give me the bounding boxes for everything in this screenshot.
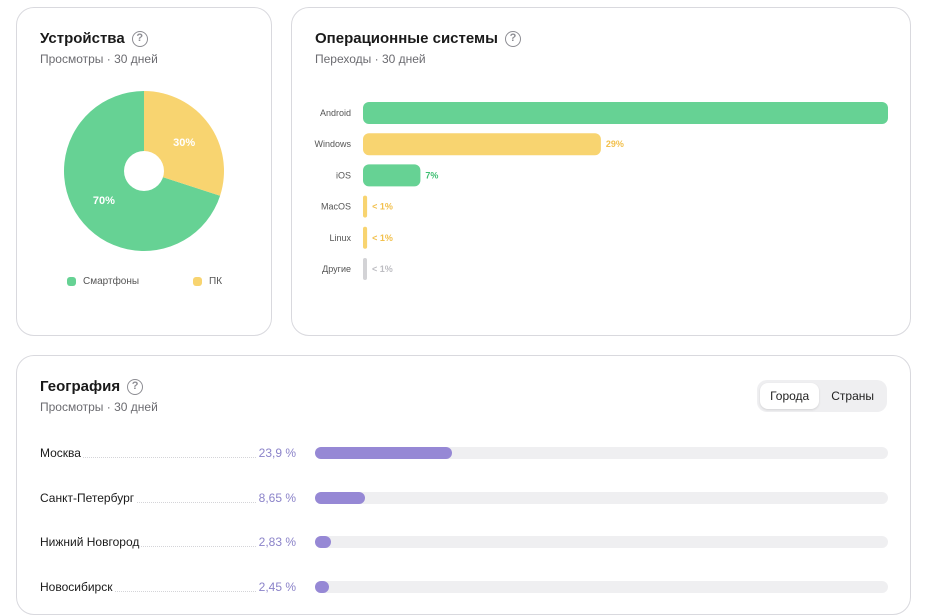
- os-category-label: iOS: [336, 170, 351, 180]
- geo-row: Москва 23,9 %: [40, 444, 888, 464]
- geo-city-name: Новосибирск: [40, 577, 115, 596]
- geo-bar-fill: [315, 580, 330, 593]
- os-category-label: Linux: [329, 233, 351, 243]
- geo-bar-track: [315, 491, 888, 504]
- question-circle-icon[interactable]: ?: [131, 30, 148, 47]
- geo-city-percent: 23,9 %: [256, 444, 296, 462]
- os-category-label: MacOS: [321, 202, 351, 212]
- pie-slice-label: 70%: [93, 195, 115, 207]
- geo-city-percent: 2,83 %: [256, 533, 296, 551]
- os-value-label: < 1%: [372, 264, 393, 274]
- os-category-label: Android: [320, 108, 351, 118]
- legend-swatch: [67, 277, 76, 286]
- geo-row-leader: [40, 501, 296, 503]
- geography-card: География ? Просмотры · 30 дней Города С…: [16, 355, 911, 615]
- toggle-countries-button[interactable]: Страны: [831, 389, 874, 403]
- geo-row: Санкт-Петербург 8,65 %: [40, 488, 888, 509]
- question-circle-icon[interactable]: ?: [504, 30, 521, 47]
- os-bar-linux[interactable]: [363, 226, 368, 249]
- geo-city-name: Москва: [40, 444, 83, 462]
- pie-slice-label: 30%: [173, 137, 195, 149]
- os-value-label: < 1%: [372, 233, 393, 243]
- os-title-text: Операционные системы: [315, 30, 498, 47]
- os-card: Операционные системы ? Переходы · 30 дне…: [291, 7, 911, 336]
- os-category-label: Windows: [314, 139, 351, 149]
- geo-row: Новосибирск 2,45 %: [40, 577, 888, 598]
- devices-title: Устройства ?: [40, 30, 148, 47]
- geo-bar-fill: [315, 536, 332, 548]
- toggle-cities-button[interactable]: Города: [760, 383, 820, 409]
- os-bar-chart: Android Windows 29% iOS 7% MacOS < 1% Linux < 1%…: [314, 102, 888, 280]
- pie-slice-pc[interactable]: [144, 91, 224, 196]
- os-bar-другие[interactable]: [363, 258, 367, 280]
- geo-bar-track: [315, 447, 888, 459]
- os-value-label: < 1%: [372, 202, 393, 212]
- geo-city-percent: 8,65 %: [256, 488, 296, 507]
- geo-row-leader: [40, 546, 296, 547]
- legend-label: Смартфоны: [83, 276, 140, 287]
- geo-row: Нижний Новгород 2,83 %: [40, 533, 888, 553]
- geo-title: География ?: [40, 378, 144, 395]
- legend-item-smartphones: Смартфоны: [67, 276, 139, 287]
- geo-bar-track: [315, 580, 888, 593]
- devices-pie-chart: 70% 30%: [64, 91, 224, 252]
- geo-subtitle: Просмотры · 30 дней: [40, 400, 158, 414]
- os-value-label: 29%: [606, 139, 624, 149]
- geo-city-name: Нижний Новгород: [40, 533, 142, 551]
- devices-card: Устройства ? Просмотры · 30 дней 70% 30% …: [16, 7, 272, 336]
- os-bar-macos[interactable]: [363, 195, 368, 218]
- geo-bar-track: [315, 536, 888, 548]
- geo-bar-fill: [315, 491, 365, 504]
- question-circle-icon[interactable]: ?: [127, 378, 144, 395]
- os-title: Операционные системы ?: [315, 30, 521, 47]
- legend-label: ПК: [209, 276, 223, 287]
- geo-row-leader: [40, 457, 296, 458]
- geo-title-text: География: [40, 378, 121, 395]
- geo-toggle: Города Страны: [757, 380, 887, 412]
- devices-title-text: Устройства: [40, 30, 125, 47]
- geo-city-name: Санкт-Петербург: [40, 488, 137, 507]
- pie-hole: [124, 151, 164, 191]
- os-value-label: 7%: [425, 170, 438, 180]
- geo-bar-fill: [315, 447, 452, 459]
- os-bar-ios[interactable]: [363, 164, 421, 187]
- os-subtitle: Переходы · 30 дней: [315, 52, 426, 66]
- devices-subtitle: Просмотры · 30 дней: [40, 52, 158, 66]
- legend-swatch: [193, 277, 202, 286]
- os-bar-windows[interactable]: [363, 133, 601, 156]
- os-bar-android[interactable]: [363, 102, 888, 124]
- legend-item-pc: ПК: [193, 276, 222, 287]
- geo-city-percent: 2,45 %: [256, 577, 296, 596]
- os-category-label: Другие: [322, 264, 351, 274]
